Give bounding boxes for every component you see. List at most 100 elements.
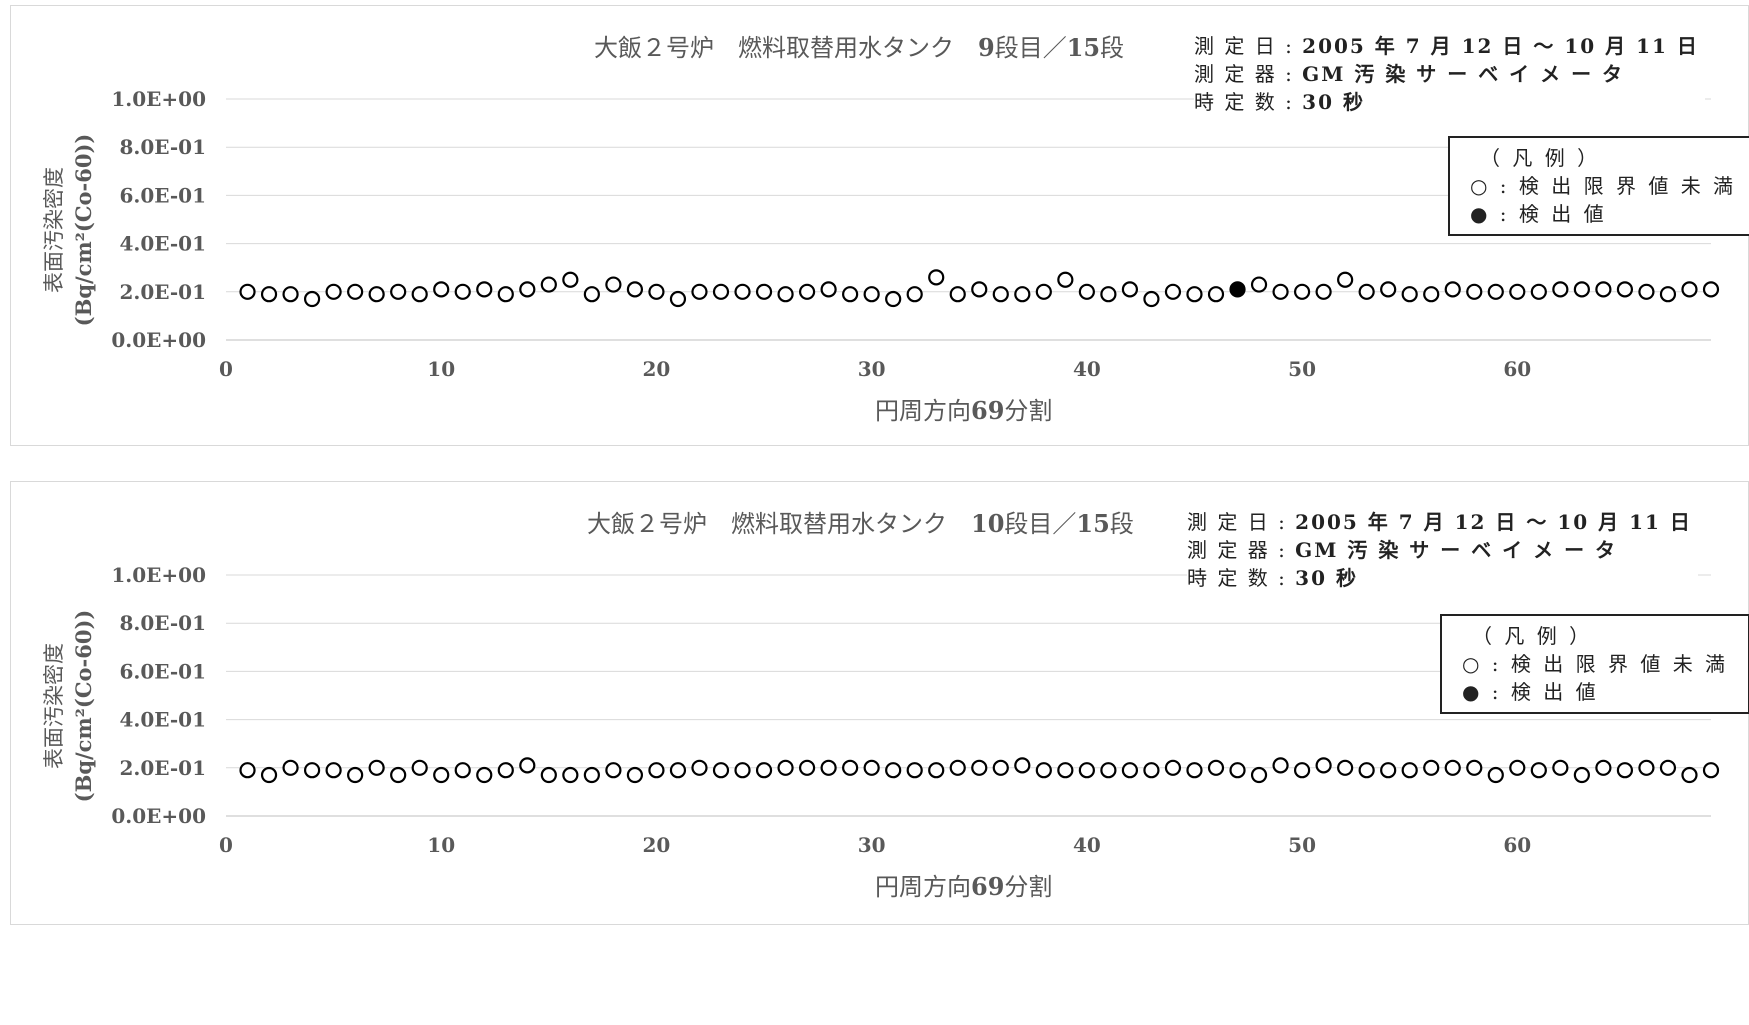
data-point	[1702, 762, 1720, 779]
data-point	[1659, 286, 1677, 303]
data-point	[347, 283, 364, 300]
legend-filled-1: ● : 検 出 値	[1470, 202, 1607, 226]
data-point	[1466, 283, 1483, 300]
x-tick-label: 50	[1288, 833, 1316, 857]
x-tick-label: 30	[858, 833, 886, 857]
data-point	[1552, 281, 1569, 298]
data-point	[885, 762, 902, 779]
data-point	[734, 762, 751, 779]
data-point	[1057, 271, 1074, 288]
data-point	[1229, 281, 1246, 298]
data-point	[885, 290, 902, 308]
x-tick-label: 60	[1503, 357, 1531, 381]
data-point	[1143, 762, 1160, 779]
data-point	[1552, 759, 1569, 776]
x-tick-label: 0	[219, 833, 233, 857]
data-point	[971, 759, 988, 776]
data-point	[476, 766, 493, 784]
data-point	[1466, 759, 1483, 776]
data-point	[949, 759, 966, 776]
data-point	[669, 290, 687, 308]
data-point	[820, 759, 837, 776]
data-point	[1100, 286, 1117, 303]
data-point	[325, 762, 342, 779]
data-point	[798, 759, 816, 776]
filled-circle-icon: ●	[1462, 680, 1483, 704]
y-tick-label: 4.0E-01	[119, 708, 206, 732]
data-point	[1659, 759, 1677, 776]
data-point	[1423, 759, 1440, 776]
data-point	[1164, 283, 1182, 300]
info-date-1: 測 定 日 : 2005 年 7 月 12 日 ～ 10 月 11 日	[1194, 34, 1699, 58]
data-point	[239, 283, 256, 300]
data-point	[992, 759, 1009, 776]
x-tick-label: 30	[858, 357, 886, 381]
data-point	[648, 762, 665, 779]
data-point	[1315, 283, 1332, 300]
measurement-info-2: 測 定 日 : 2005 年 7 月 12 日 ～ 10 月 11 日 測 定 …	[1187, 508, 1698, 592]
data-point	[1358, 762, 1375, 779]
data-point	[691, 283, 708, 300]
data-point	[1595, 281, 1612, 298]
data-point	[1250, 766, 1268, 784]
legend-2: （ 凡 例 ） ○ : 検 出 限 界 値 未 満 ● : 検 出 値	[1440, 614, 1749, 714]
data-point	[347, 766, 364, 784]
legend-title-1: （ 凡 例 ）	[1480, 146, 1601, 170]
data-point	[605, 276, 622, 293]
data-point	[734, 283, 751, 300]
data-point	[260, 766, 278, 784]
data-point	[1078, 283, 1095, 300]
info-instrument-2: 測 定 器 : GM 汚 染 サ ー ベ イ メ ー タ	[1187, 538, 1618, 562]
data-point	[540, 766, 557, 784]
data-point	[1272, 757, 1289, 774]
data-point	[1121, 281, 1139, 298]
data-point	[1380, 281, 1397, 298]
chart-title-1: 大飯２号炉 燃料取替用水タンク 9段目／15段	[594, 33, 1125, 62]
x-tick-label: 50	[1288, 357, 1316, 381]
data-point	[1444, 759, 1461, 776]
data-point	[1638, 283, 1655, 300]
data-point	[390, 283, 407, 300]
data-point	[411, 286, 428, 303]
measurement-info-1: 測 定 日 : 2005 年 7 月 12 日 ～ 10 月 11 日 測 定 …	[1194, 32, 1705, 116]
data-point	[820, 281, 837, 298]
y-axis-label-1: 表面汚染密度 (Bq/cm²(Co-60))	[42, 133, 96, 327]
data-point	[282, 286, 299, 303]
data-point	[1530, 762, 1547, 779]
data-point	[1573, 281, 1590, 298]
data-point	[497, 286, 514, 303]
y-tick-label: 2.0E-01	[119, 756, 206, 780]
data-point	[1121, 762, 1139, 779]
data-point	[1681, 766, 1698, 784]
data-point	[476, 281, 493, 298]
data-point	[1014, 286, 1031, 303]
data-point	[540, 276, 557, 293]
data-point	[1229, 762, 1246, 779]
data-point	[1595, 759, 1612, 776]
open-circle-icon: ○	[1470, 174, 1491, 198]
data-point	[562, 766, 579, 784]
data-point	[863, 286, 880, 303]
info-instrument-1: 測 定 器 : GM 汚 染 サ ー ベ イ メ ー タ	[1194, 62, 1625, 86]
data-point	[1207, 759, 1225, 776]
data-point	[1143, 290, 1160, 308]
plot-svg-2: 1.0E+00 8.0E-01 6.0E-01 4.0E-01 2.0E-01 0.0E+…	[111, 563, 1720, 857]
info-time-constant-1: 時 定 数 : 30 秒	[1194, 90, 1365, 114]
x-tick-label: 0	[219, 357, 233, 381]
chart-panel-1: 1.0E+00 8.0E-01 6.0E-01 4.0E-01 2.0E-01 0.0E+…	[10, 5, 1749, 446]
chart-panel-2: 1.0E+00 8.0E-01 6.0E-01 4.0E-01 2.0E-01 0.0E+…	[10, 481, 1749, 925]
info-date-2: 測 定 日 : 2005 年 7 月 12 日 ～ 10 月 11 日	[1187, 510, 1692, 534]
data-point	[282, 759, 299, 776]
legend-filled-2: ● : 検 出 値	[1462, 680, 1599, 704]
data-point	[519, 757, 536, 774]
data-point	[1272, 283, 1289, 300]
data-point	[1100, 762, 1117, 779]
chart-title-2: 大飯２号炉 燃料取替用水タンク 10段目／15段	[587, 509, 1134, 538]
data-point	[260, 286, 278, 303]
data-point	[411, 759, 428, 776]
data-point	[433, 281, 450, 298]
data-point	[1530, 283, 1547, 300]
data-point	[1293, 283, 1311, 300]
x-tick-label: 20	[643, 833, 671, 857]
data-point	[1423, 286, 1440, 303]
